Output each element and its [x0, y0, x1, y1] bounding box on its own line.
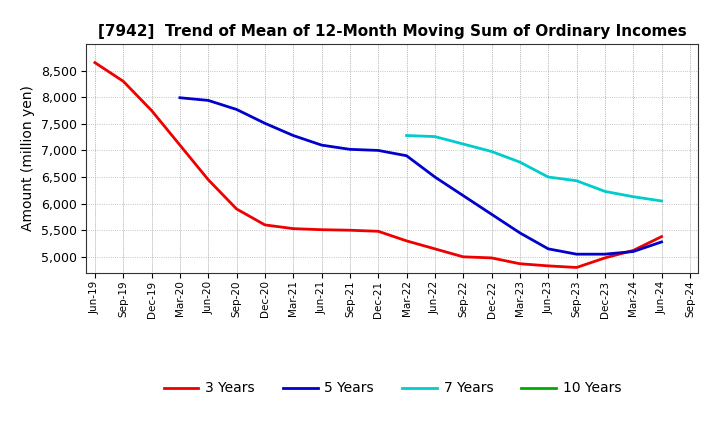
5 Years [346, 147, 354, 152]
5 Years [261, 121, 269, 126]
3 Years [233, 206, 241, 212]
3 Years [91, 60, 99, 65]
5 Years [289, 133, 297, 138]
5 Years [600, 252, 609, 257]
3 Years [176, 143, 184, 148]
5 Years [544, 246, 552, 252]
3 Years [431, 246, 439, 252]
7 Years [544, 174, 552, 180]
3 Years [459, 254, 467, 260]
Line: 5 Years: 5 Years [180, 98, 662, 254]
5 Years [629, 249, 637, 254]
7 Years [657, 198, 666, 204]
Y-axis label: Amount (million yen): Amount (million yen) [21, 85, 35, 231]
Line: 7 Years: 7 Years [407, 136, 662, 201]
7 Years [487, 149, 496, 154]
3 Years [148, 108, 156, 113]
3 Years [289, 226, 297, 231]
3 Years [318, 227, 326, 232]
3 Years [600, 255, 609, 260]
5 Years [487, 212, 496, 217]
7 Years [431, 134, 439, 139]
7 Years [572, 178, 581, 183]
3 Years [657, 234, 666, 239]
3 Years [516, 261, 524, 266]
Title: [7942]  Trend of Mean of 12-Month Moving Sum of Ordinary Incomes: [7942] Trend of Mean of 12-Month Moving … [98, 24, 687, 39]
3 Years [119, 79, 127, 84]
7 Years [600, 189, 609, 194]
3 Years [402, 238, 411, 243]
3 Years [346, 227, 354, 233]
5 Years [233, 107, 241, 112]
5 Years [402, 153, 411, 158]
5 Years [204, 98, 212, 103]
3 Years [261, 222, 269, 227]
7 Years [516, 159, 524, 165]
5 Years [572, 252, 581, 257]
7 Years [629, 194, 637, 199]
3 Years [544, 263, 552, 268]
5 Years [374, 148, 382, 153]
3 Years [204, 177, 212, 182]
Line: 3 Years: 3 Years [95, 62, 662, 268]
7 Years [402, 133, 411, 138]
5 Years [318, 143, 326, 148]
5 Years [176, 95, 184, 100]
Legend: 3 Years, 5 Years, 7 Years, 10 Years: 3 Years, 5 Years, 7 Years, 10 Years [158, 376, 626, 401]
5 Years [657, 239, 666, 245]
3 Years [629, 248, 637, 253]
3 Years [374, 229, 382, 234]
5 Years [459, 193, 467, 198]
3 Years [572, 265, 581, 270]
5 Years [516, 230, 524, 235]
7 Years [459, 141, 467, 147]
3 Years [487, 255, 496, 260]
5 Years [431, 174, 439, 180]
